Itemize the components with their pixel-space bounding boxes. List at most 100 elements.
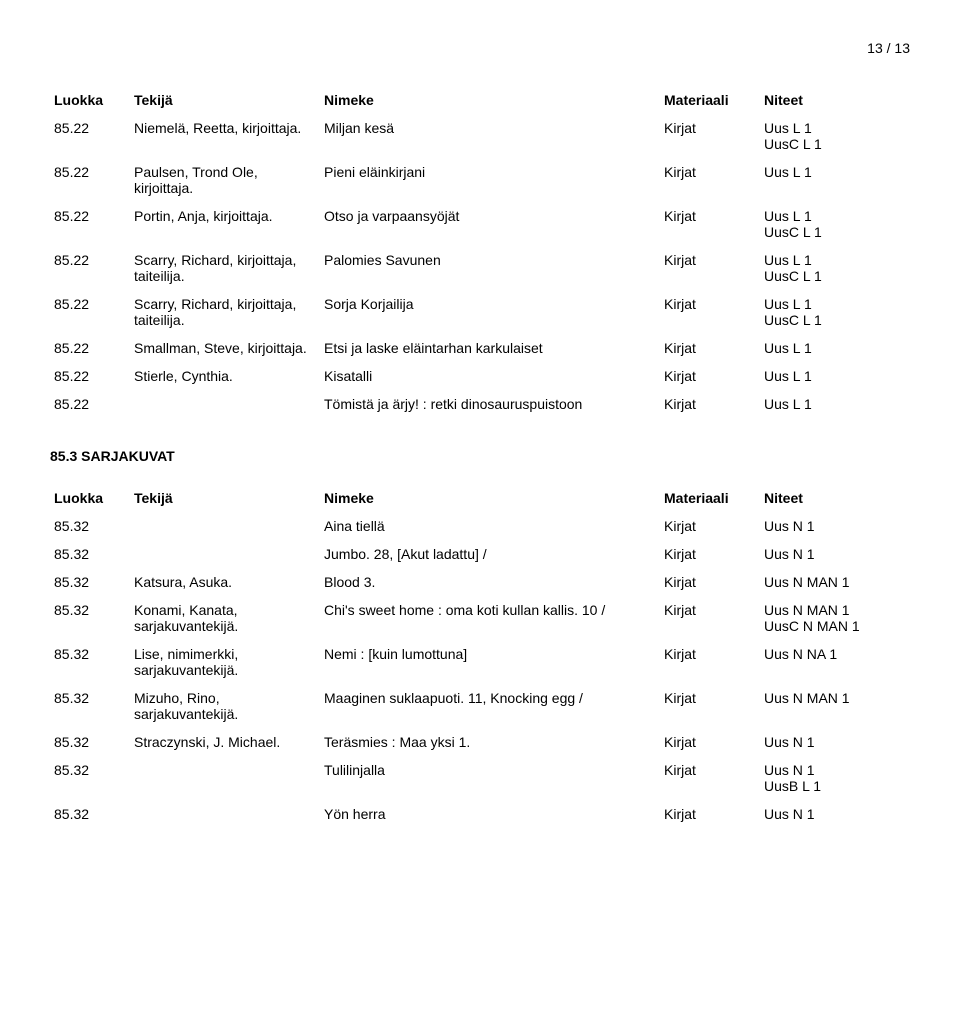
col-luokka: Luokka [50, 86, 130, 114]
table-row: 85.22Stierle, Cynthia.KisatalliKirjatUus… [50, 362, 910, 390]
table-row: 85.22Niemelä, Reetta, kirjoittaja.Miljan… [50, 114, 910, 158]
table-row: 85.22Scarry, Richard, kirjoittaja, taite… [50, 290, 910, 334]
table-row: 85.32TulilinjallaKirjatUus N 1UusB L 1 [50, 756, 910, 800]
cell-tekija [130, 756, 320, 800]
table-row: 85.32Mizuho, Rino, sarjakuvantekijä.Maag… [50, 684, 910, 728]
cell-nimeke: Jumbo. 28, [Akut ladattu] / [320, 540, 660, 568]
cell-nimeke: Teräsmies : Maa yksi 1. [320, 728, 660, 756]
cell-luokka: 85.32 [50, 568, 130, 596]
cell-materiaali: Kirjat [660, 728, 760, 756]
cell-materiaali: Kirjat [660, 596, 760, 640]
cell-luokka: 85.22 [50, 158, 130, 202]
cell-nimeke: Chi's sweet home : oma koti kullan kalli… [320, 596, 660, 640]
cell-niteet: Uus L 1 [760, 390, 910, 418]
table-header-row: Luokka Tekijä Nimeke Materiaali Niteet [50, 86, 910, 114]
cell-niteet: Uus L 1 [760, 158, 910, 202]
cell-luokka: 85.32 [50, 540, 130, 568]
cell-nimeke: Etsi ja laske eläintarhan karkulaiset [320, 334, 660, 362]
table-row: 85.32 Jumbo. 28, [Akut ladattu] /KirjatUu… [50, 540, 910, 568]
cell-tekija [130, 512, 320, 540]
table-row: 85.32Konami, Kanata, sarjakuvantekijä.Ch… [50, 596, 910, 640]
cell-materiaali: Kirjat [660, 800, 760, 828]
cell-nimeke: Blood 3. [320, 568, 660, 596]
cell-luokka: 85.22 [50, 290, 130, 334]
cell-luokka: 85.32 [50, 596, 130, 640]
cell-niteet: Uus N 1 [760, 540, 910, 568]
cell-tekija: Konami, Kanata, sarjakuvantekijä. [130, 596, 320, 640]
cell-niteet: Uus L 1 [760, 362, 910, 390]
cell-materiaali: Kirjat [660, 114, 760, 158]
cell-nimeke: Tulilinjalla [320, 756, 660, 800]
table-row: 85.32Straczynski, J. Michael.Teräsmies :… [50, 728, 910, 756]
page-number: 13 / 13 [50, 40, 910, 56]
cell-materiaali: Kirjat [660, 512, 760, 540]
section-title: 85.3 SARJAKUVAT [50, 448, 910, 464]
cell-tekija: Smallman, Steve, kirjoittaja. [130, 334, 320, 362]
cell-nimeke: Palomies Savunen [320, 246, 660, 290]
cell-niteet: Uus N 1 [760, 800, 910, 828]
cell-niteet: Uus N MAN 1 [760, 684, 910, 728]
cell-tekija: Stierle, Cynthia. [130, 362, 320, 390]
cell-tekija: Mizuho, Rino, sarjakuvantekijä. [130, 684, 320, 728]
col-tekija: Tekijä [130, 484, 320, 512]
cell-luokka: 85.22 [50, 334, 130, 362]
table-row: 85.32Yön herraKirjatUus N 1 [50, 800, 910, 828]
col-tekija: Tekijä [130, 86, 320, 114]
cell-niteet: Uus L 1UusC L 1 [760, 114, 910, 158]
cell-materiaali: Kirjat [660, 202, 760, 246]
table-row: 85.32 Aina tielläKirjatUus N 1 [50, 512, 910, 540]
cell-luokka: 85.32 [50, 800, 130, 828]
cell-niteet: Uus L 1UusC L 1 [760, 202, 910, 246]
cell-tekija: Scarry, Richard, kirjoittaja, taiteilija… [130, 246, 320, 290]
cell-niteet: Uus N MAN 1 [760, 568, 910, 596]
table-row: 85.22Paulsen, Trond Ole, kirjoittaja.Pie… [50, 158, 910, 202]
col-nimeke: Nimeke [320, 484, 660, 512]
cell-materiaali: Kirjat [660, 362, 760, 390]
cell-nimeke: Sorja Korjailija [320, 290, 660, 334]
cell-nimeke: Kisatalli [320, 362, 660, 390]
cell-tekija: Lise, nimimerkki, sarjakuvantekijä. [130, 640, 320, 684]
table-row: 85.32Katsura, Asuka.Blood 3.KirjatUus N … [50, 568, 910, 596]
cell-materiaali: Kirjat [660, 640, 760, 684]
cell-tekija: Portin, Anja, kirjoittaja. [130, 202, 320, 246]
col-materiaali: Materiaali [660, 484, 760, 512]
cell-tekija: Niemelä, Reetta, kirjoittaja. [130, 114, 320, 158]
cell-luokka: 85.32 [50, 640, 130, 684]
cell-tekija [130, 390, 320, 418]
cell-materiaali: Kirjat [660, 756, 760, 800]
cell-tekija [130, 800, 320, 828]
cell-tekija: Katsura, Asuka. [130, 568, 320, 596]
cell-materiaali: Kirjat [660, 290, 760, 334]
cell-luokka: 85.22 [50, 390, 130, 418]
cell-materiaali: Kirjat [660, 390, 760, 418]
cell-nimeke: Aina tiellä [320, 512, 660, 540]
table-row: 85.22Portin, Anja, kirjoittaja.Otso ja v… [50, 202, 910, 246]
cell-materiaali: Kirjat [660, 158, 760, 202]
col-nimeke: Nimeke [320, 86, 660, 114]
cell-nimeke: Miljan kesä [320, 114, 660, 158]
cell-luokka: 85.22 [50, 114, 130, 158]
cell-niteet: Uus N 1 [760, 728, 910, 756]
col-luokka: Luokka [50, 484, 130, 512]
cell-niteet: Uus N 1UusB L 1 [760, 756, 910, 800]
col-materiaali: Materiaali [660, 86, 760, 114]
cell-niteet: Uus L 1UusC L 1 [760, 246, 910, 290]
cell-materiaali: Kirjat [660, 684, 760, 728]
cell-nimeke: Nemi : [kuin lumottuna] [320, 640, 660, 684]
cell-luokka: 85.22 [50, 246, 130, 290]
cell-nimeke: Otso ja varpaansyöjät [320, 202, 660, 246]
table-row: 85.22Scarry, Richard, kirjoittaja, taite… [50, 246, 910, 290]
cell-luokka: 85.32 [50, 728, 130, 756]
cell-tekija [130, 540, 320, 568]
cell-luokka: 85.22 [50, 362, 130, 390]
cell-niteet: Uus N 1 [760, 512, 910, 540]
cell-luokka: 85.22 [50, 202, 130, 246]
cell-materiaali: Kirjat [660, 540, 760, 568]
table-row: 85.22Smallman, Steve, kirjoittaja.Etsi j… [50, 334, 910, 362]
cell-tekija: Paulsen, Trond Ole, kirjoittaja. [130, 158, 320, 202]
cell-materiaali: Kirjat [660, 568, 760, 596]
cell-materiaali: Kirjat [660, 334, 760, 362]
cell-luokka: 85.32 [50, 512, 130, 540]
cell-tekija: Straczynski, J. Michael. [130, 728, 320, 756]
cell-nimeke: Pieni eläinkirjani [320, 158, 660, 202]
